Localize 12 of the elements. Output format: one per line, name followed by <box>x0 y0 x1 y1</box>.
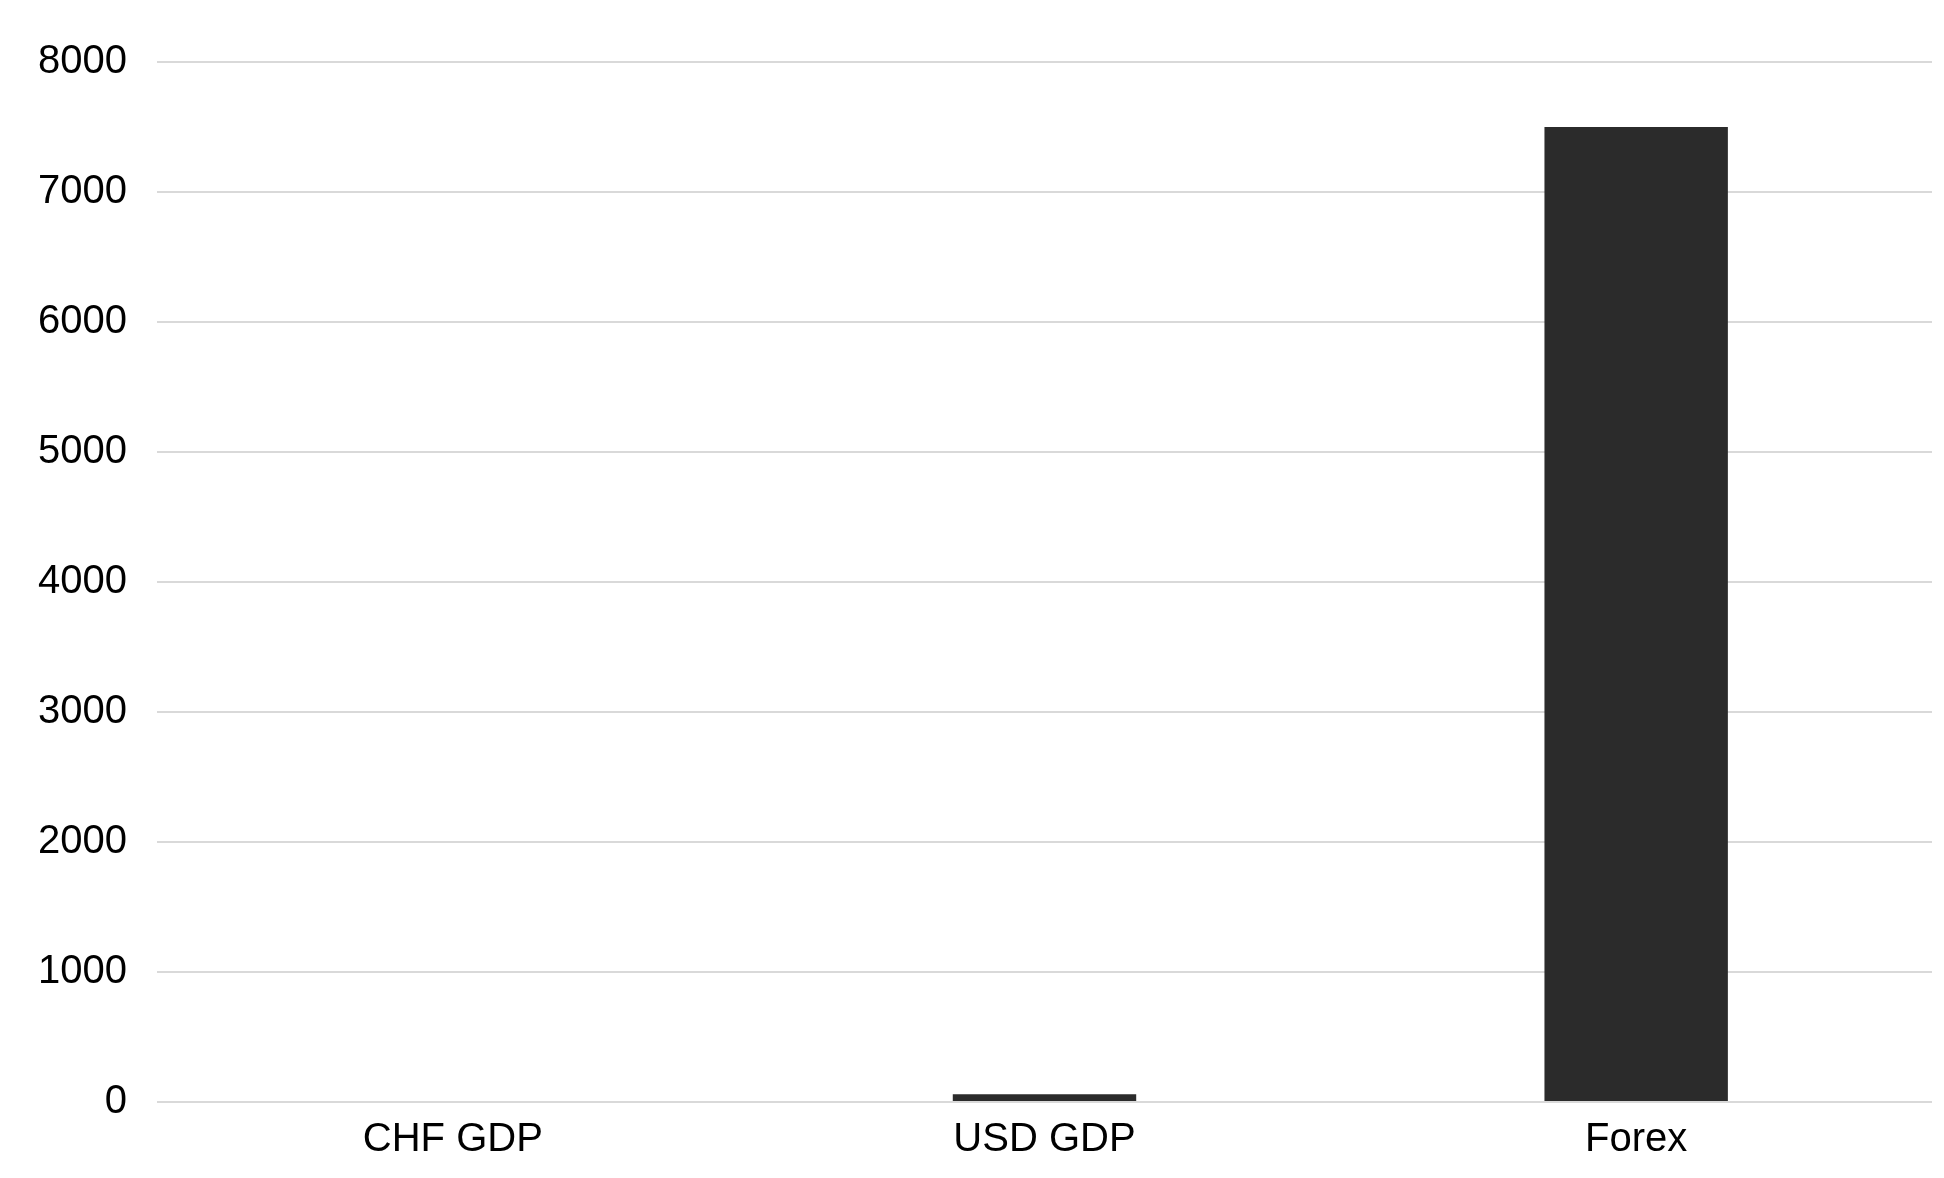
y-tick-label: 7000 <box>38 167 127 212</box>
y-tick-label: 3000 <box>38 687 127 732</box>
y-tick-label: 6000 <box>38 297 127 342</box>
y-tick-label: 4000 <box>38 557 127 602</box>
x-tick-label: Forex <box>1585 1115 1688 1160</box>
y-tick-label: 1000 <box>38 947 127 992</box>
y-tick-label: 0 <box>104 1077 127 1122</box>
y-tick-label: 5000 <box>38 427 127 472</box>
x-tick-label: CHF GDP <box>362 1115 543 1160</box>
y-tick-label: 8000 <box>38 37 127 82</box>
x-tick-label: USD GDP <box>953 1115 1136 1160</box>
y-tick-label: 2000 <box>38 817 127 862</box>
